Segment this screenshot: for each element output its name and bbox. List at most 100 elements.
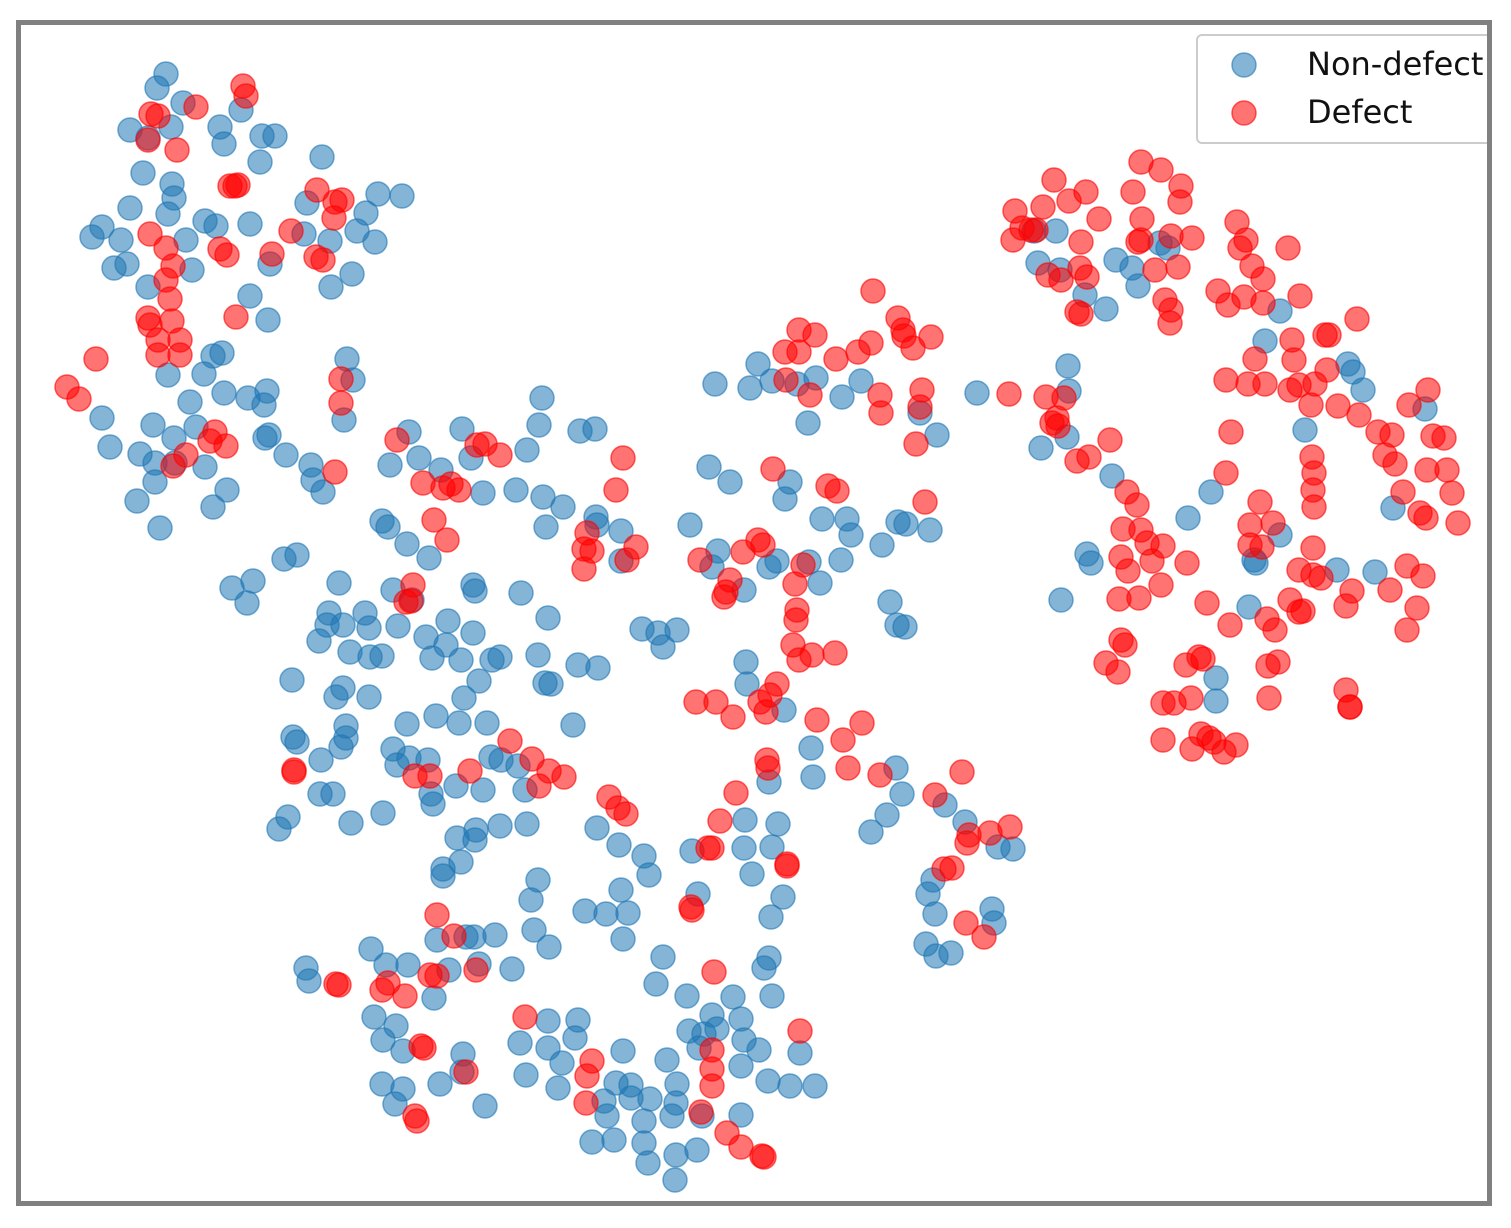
point-defect xyxy=(824,478,850,504)
point-defect xyxy=(804,707,830,733)
point-non-defect xyxy=(284,729,310,755)
legend-label-non-defect: Non-defect xyxy=(1307,45,1483,83)
point-defect xyxy=(1030,194,1056,220)
point-non-defect xyxy=(717,469,743,495)
point-defect xyxy=(1252,371,1278,397)
point-defect xyxy=(135,127,161,153)
point-defect xyxy=(487,442,513,468)
point-defect xyxy=(421,507,447,533)
point-non-defect xyxy=(247,149,273,175)
point-non-defect xyxy=(593,901,619,927)
point-non-defect xyxy=(1099,463,1125,489)
point-non-defect xyxy=(237,211,263,237)
point-defect xyxy=(1142,257,1168,283)
point-defect xyxy=(392,983,418,1009)
point-defect xyxy=(1333,593,1359,619)
point-non-defect xyxy=(938,940,964,966)
point-non-defect xyxy=(482,922,508,948)
point-non-defect xyxy=(787,1040,813,1066)
point-defect xyxy=(603,477,629,503)
point-non-defect xyxy=(702,371,728,397)
point-non-defect xyxy=(529,385,555,411)
point-non-defect xyxy=(155,362,181,388)
point-defect xyxy=(1217,612,1243,638)
point-defect xyxy=(1227,235,1253,261)
point-defect xyxy=(145,103,171,129)
point-non-defect xyxy=(308,747,334,773)
point-defect xyxy=(1157,310,1183,336)
point-non-defect xyxy=(518,887,544,913)
point-non-defect xyxy=(330,612,356,638)
point-defect xyxy=(799,642,825,668)
point-non-defect xyxy=(917,517,943,543)
point-non-defect xyxy=(579,1129,605,1155)
point-defect xyxy=(1249,534,1275,560)
point-non-defect xyxy=(795,410,821,436)
point-defect xyxy=(1150,727,1176,753)
point-defect xyxy=(411,1035,437,1061)
point-defect xyxy=(1265,649,1291,675)
point-defect xyxy=(1023,217,1049,243)
point-non-defect xyxy=(1028,435,1054,461)
point-non-defect xyxy=(535,1008,561,1034)
point-defect xyxy=(1194,590,1220,616)
point-non-defect xyxy=(503,477,529,503)
point-non-defect xyxy=(615,900,641,926)
point-non-defect xyxy=(318,274,344,300)
point-non-defect xyxy=(421,985,447,1011)
point-defect xyxy=(751,1144,777,1170)
point-non-defect xyxy=(964,380,990,406)
point-defect xyxy=(217,173,243,199)
point-non-defect xyxy=(323,684,349,710)
point-defect xyxy=(823,346,849,372)
point-defect xyxy=(939,855,965,881)
point-non-defect xyxy=(893,511,919,537)
point-defect xyxy=(424,963,450,989)
point-defect xyxy=(1390,479,1416,505)
point-defect xyxy=(822,640,848,666)
point-non-defect xyxy=(765,811,791,837)
point-defect xyxy=(688,1099,714,1125)
point-non-defect xyxy=(720,984,746,1010)
point-non-defect xyxy=(358,936,384,962)
point-defect xyxy=(321,205,347,231)
point-non-defect xyxy=(499,956,525,982)
point-non-defect xyxy=(423,703,449,729)
point-non-defect xyxy=(677,512,703,538)
point-non-defect xyxy=(848,368,874,394)
point-defect xyxy=(1178,685,1204,711)
point-defect xyxy=(1148,157,1174,183)
point-defect xyxy=(1125,229,1151,255)
point-defect xyxy=(1404,595,1430,621)
point-non-defect xyxy=(449,416,475,442)
point-non-defect xyxy=(514,811,540,837)
point-defect xyxy=(1158,223,1184,249)
point-non-defect xyxy=(802,1073,828,1099)
point-defect xyxy=(1139,548,1165,574)
point-defect xyxy=(971,924,997,950)
point-non-defect xyxy=(637,1086,663,1112)
point-non-defect xyxy=(328,734,354,760)
point-defect xyxy=(858,330,884,356)
point-defect xyxy=(1174,550,1200,576)
point-defect xyxy=(1431,425,1457,451)
point-defect xyxy=(755,755,781,781)
point-defect xyxy=(1068,301,1094,327)
point-defect xyxy=(907,394,933,420)
point-non-defect xyxy=(733,649,759,675)
point-non-defect xyxy=(448,647,474,673)
point-non-defect xyxy=(395,952,421,978)
point-non-defect xyxy=(416,545,442,571)
point-defect xyxy=(464,432,490,458)
point-non-defect xyxy=(549,1050,575,1076)
legend-label-defect: Defect xyxy=(1307,93,1412,131)
point-non-defect xyxy=(728,1053,754,1079)
point-defect xyxy=(424,902,450,928)
point-defect xyxy=(610,445,636,471)
point-non-defect xyxy=(507,1030,533,1056)
point-defect xyxy=(1115,558,1141,584)
point-defect xyxy=(687,547,713,573)
point-defect xyxy=(1316,322,1342,348)
point-defect xyxy=(1000,227,1026,253)
point-non-defect xyxy=(211,131,237,157)
